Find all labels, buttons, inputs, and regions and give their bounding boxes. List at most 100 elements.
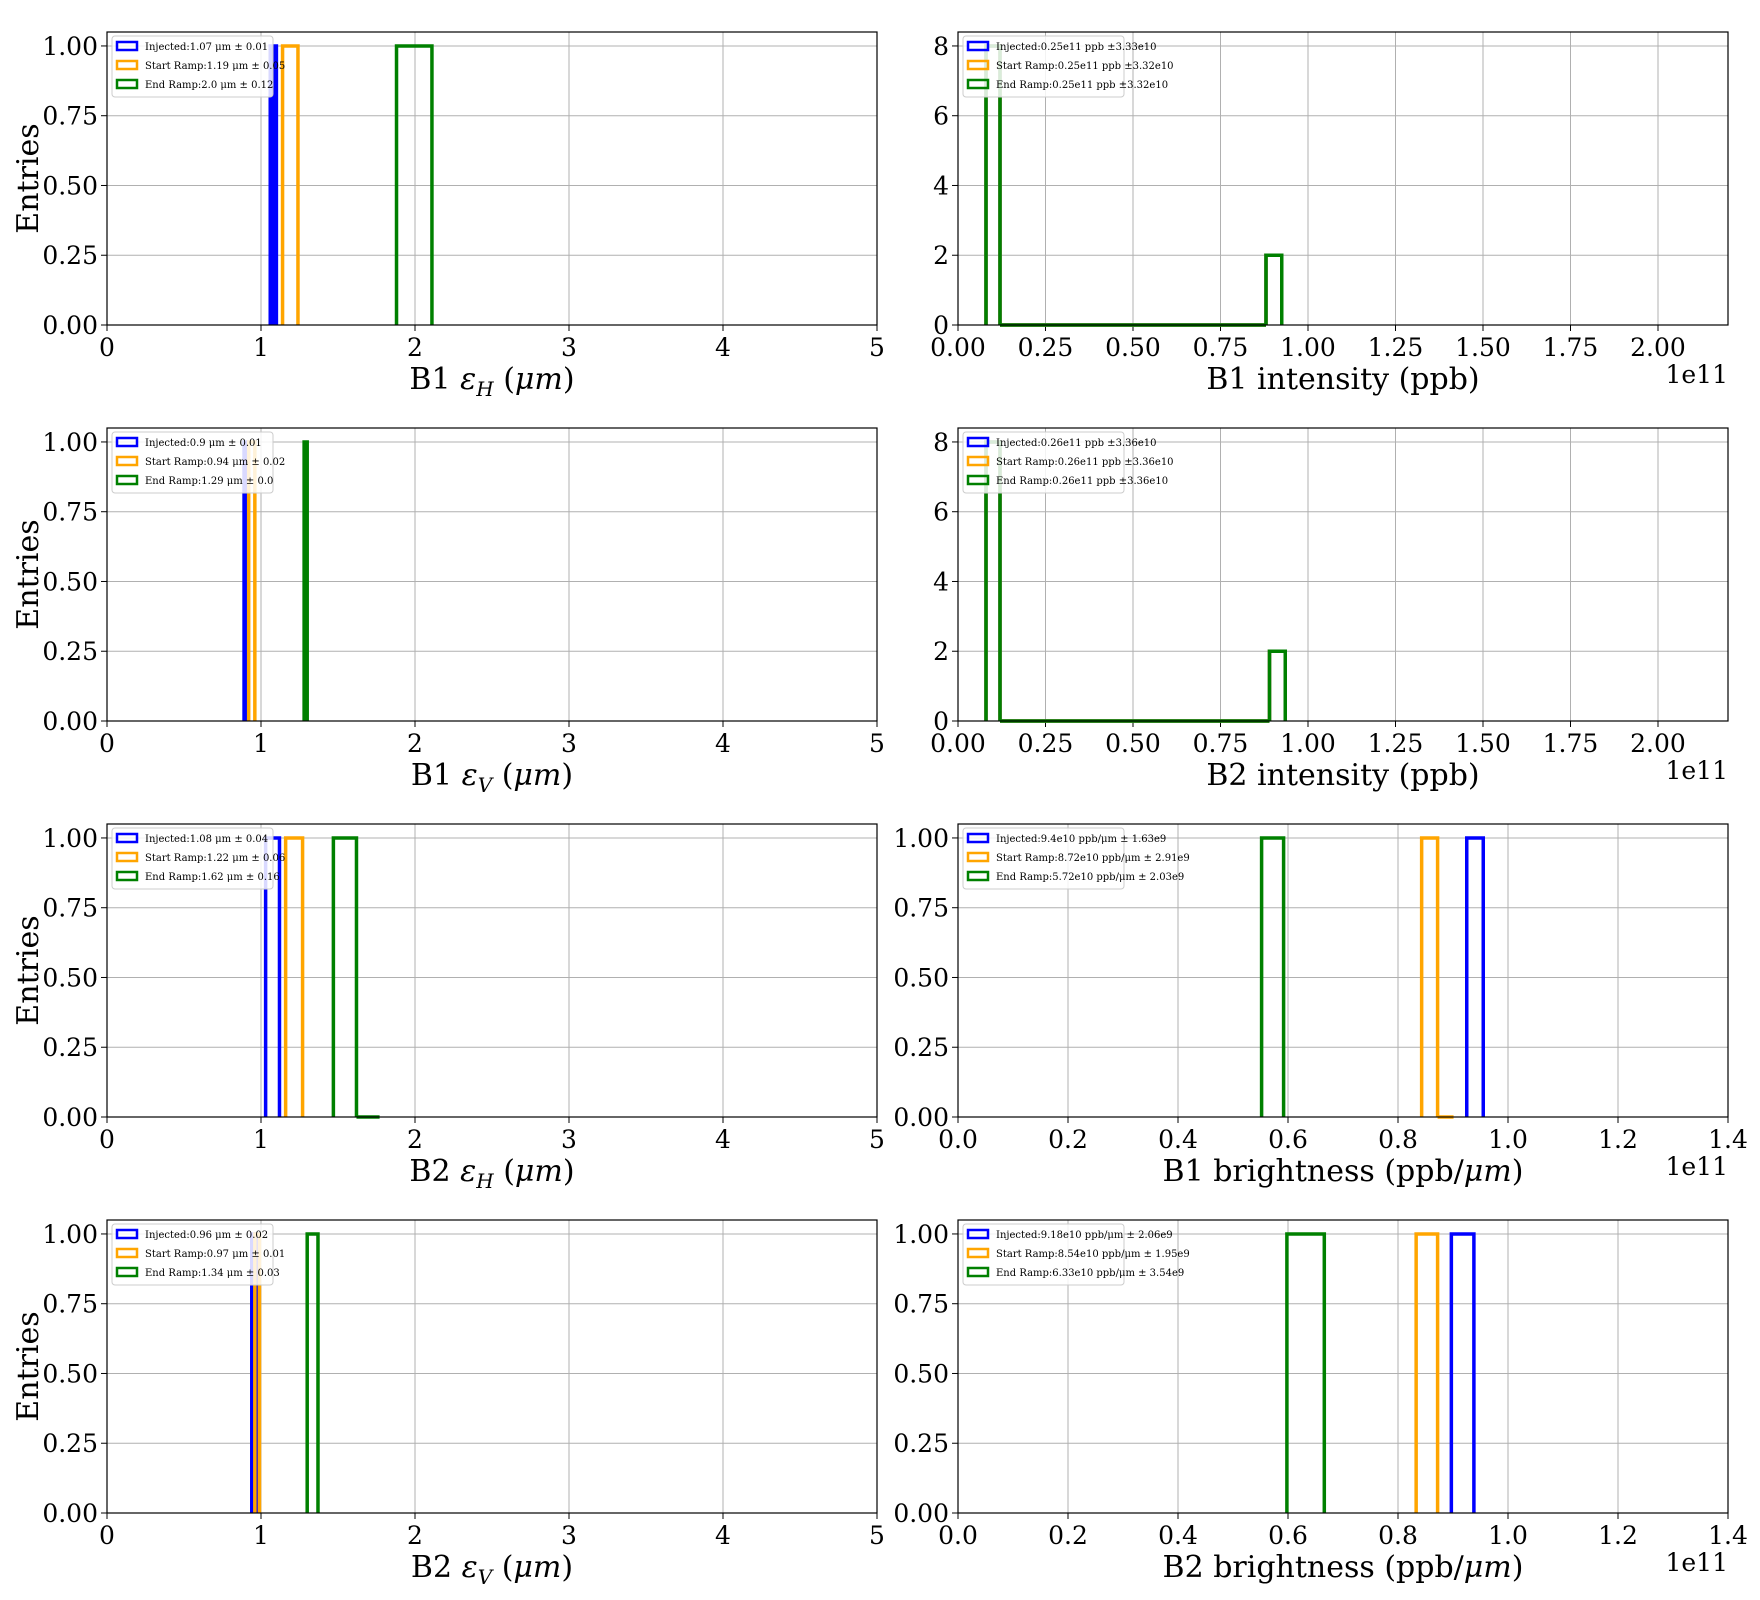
y-axis-label: Entries <box>11 123 46 233</box>
y-tick-label: 0.00 <box>893 1103 949 1132</box>
y-tick-label: 0.00 <box>42 1103 98 1132</box>
x-tick-label: 1.2 <box>1598 1521 1638 1550</box>
legend-swatch <box>115 851 139 863</box>
legend-entry: Injected:0.9 μm ± 0.01 <box>145 438 262 449</box>
y-axis-label: Entries <box>11 519 46 629</box>
x-tick-label: 0 <box>99 1521 115 1550</box>
x-tick-label: 5 <box>869 333 885 362</box>
x-tick-label: 0.00 <box>930 729 986 758</box>
histogram-step-end-ramp <box>302 440 309 721</box>
y-tick-label: 0.50 <box>893 1359 949 1388</box>
x-tick-label: 2.00 <box>1630 729 1686 758</box>
legend-entry: Injected:1.07 μm ± 0.01 <box>145 42 268 53</box>
legend-entry: Start Ramp:8.54e10 ppb/μm ± 1.95e9 <box>996 1249 1190 1260</box>
legend-swatch <box>966 832 990 844</box>
x-tick-label: 0 <box>99 1125 115 1154</box>
y-tick-label: 2 <box>933 241 949 270</box>
axis-offset-label: 1e11 <box>1665 360 1728 389</box>
y-tick-label: 0.50 <box>42 963 98 992</box>
axis-offset-label: 1e11 <box>1665 756 1728 785</box>
y-tick-label: 1.00 <box>42 1220 98 1249</box>
x-tick-label: 4 <box>715 1125 731 1154</box>
legend-entry: Start Ramp:0.26e11 ppb ±3.36e10 <box>996 457 1174 468</box>
x-tick-label: 0.8 <box>1378 1521 1418 1550</box>
legend-entry: Injected:0.96 μm ± 0.02 <box>145 1230 268 1241</box>
x-tick-label: 2 <box>407 1125 423 1154</box>
x-tick-label: 1.0 <box>1488 1521 1528 1550</box>
y-tick-label: 0.25 <box>42 637 98 666</box>
plot-frame <box>957 1219 1729 1514</box>
legend-entry: Start Ramp:8.72e10 ppb/μm ± 2.91e9 <box>996 853 1190 864</box>
x-tick-label: 1.25 <box>1368 333 1424 362</box>
x-tick-label: 0.2 <box>1048 1521 1088 1550</box>
x-tick-label: 0 <box>99 333 115 362</box>
x-tick-label: 3 <box>561 1125 577 1154</box>
y-tick-label: 0.25 <box>893 1429 949 1458</box>
legend-swatch <box>115 40 139 52</box>
histogram-step-end-ramp <box>1259 836 1286 1117</box>
y-tick-label: 0.75 <box>893 894 949 923</box>
legend-swatch <box>115 78 139 90</box>
legend-entry: End Ramp:0.25e11 ppb ±3.32e10 <box>996 80 1168 91</box>
y-tick-label: 1.00 <box>893 824 949 853</box>
legend-box <box>111 1223 274 1286</box>
y-tick-label: 1.00 <box>42 824 98 853</box>
legend-entry: Start Ramp:0.25e11 ppb ±3.32e10 <box>996 61 1174 72</box>
legend-entry: End Ramp:2.0 μm ± 0.12 <box>145 80 273 91</box>
x-tick-label: 0.50 <box>1105 729 1161 758</box>
x-tick-label: 0.6 <box>1268 1125 1308 1154</box>
legend-box <box>111 35 274 98</box>
x-tick-label: 0.2 <box>1048 1125 1088 1154</box>
y-tick-label: 1.00 <box>42 32 98 61</box>
legend-swatch <box>115 1228 139 1240</box>
legend: Injected:0.96 μm ± 0.02 Start Ramp:0.97 μ… <box>111 1223 285 1286</box>
legend-entry: Start Ramp:0.97 μm ± 0.01 <box>145 1249 285 1260</box>
legend-entry: Start Ramp:0.94 μm ± 0.02 <box>145 457 285 468</box>
x-tick-label: 0.6 <box>1268 1521 1308 1550</box>
x-tick-label: 1.75 <box>1543 333 1599 362</box>
y-tick-label: 0 <box>933 707 949 736</box>
y-tick-label: 0.25 <box>893 1033 949 1062</box>
legend-entry: End Ramp:0.26e11 ppb ±3.36e10 <box>996 476 1168 487</box>
legend-swatch <box>966 1228 990 1240</box>
y-tick-label: 1.00 <box>893 1220 949 1249</box>
histogram-step-injected <box>1449 1232 1476 1513</box>
x-tick-label: 2.00 <box>1630 333 1686 362</box>
plot-frame <box>957 823 1729 1118</box>
histogram-step-injected <box>1465 836 1485 1117</box>
x-axis-label: B2 εV (μm) <box>411 1550 573 1589</box>
histogram-panel-5: 0 1 2 3 4 5 0.00 0.25 0.50 0.75 1.00 Injected:1.08 … <box>11 823 885 1193</box>
histogram-panel-6: 0.0 0.2 0.4 0.6 0.8 1.0 1.2 1.4 0.00 0.25 0.50 0.75… <box>893 823 1748 1189</box>
legend-swatch <box>115 59 139 71</box>
y-axis-label: Entries <box>11 915 46 1025</box>
legend-swatch <box>966 474 990 486</box>
legend-entry: Injected:1.08 μm ± 0.04 <box>145 834 268 845</box>
legend-swatch <box>966 40 990 52</box>
y-tick-label: 2 <box>933 637 949 666</box>
plot-frame <box>957 31 1729 326</box>
x-tick-label: 0.4 <box>1158 1125 1198 1154</box>
x-tick-label: 1.0 <box>1488 1125 1528 1154</box>
y-axis-label: Entries <box>11 1311 46 1421</box>
y-tick-label: 6 <box>933 102 949 131</box>
x-axis-label: B1 εH (μm) <box>409 362 574 401</box>
legend-swatch <box>966 870 990 882</box>
x-tick-label: 5 <box>869 1521 885 1550</box>
legend-box <box>111 431 274 494</box>
x-tick-label: 0.50 <box>1105 333 1161 362</box>
histogram-panel-8: 0.0 0.2 0.4 0.6 0.8 1.0 1.2 1.4 0.00 0.25 0.50 0.75… <box>893 1219 1748 1585</box>
y-tick-label: 0.00 <box>42 1499 98 1528</box>
legend-swatch <box>115 436 139 448</box>
x-tick-label: 0.8 <box>1378 1125 1418 1154</box>
histogram-panel-4: 0.00 0.25 0.50 0.75 1.00 1.25 1.50 1.75 2.00 0 2 4 6… <box>930 427 1729 793</box>
legend-entry: End Ramp:5.72e10 ppb/μm ± 2.03e9 <box>996 872 1184 883</box>
legend-swatch <box>966 1266 990 1278</box>
legend-entry: Injected:9.4e10 ppb/μm ± 1.63e9 <box>996 834 1166 845</box>
legend: Injected:0.9 μm ± 0.01 Start Ramp:0.94 μm… <box>111 431 285 494</box>
y-tick-label: 0.25 <box>42 241 98 270</box>
legend: Injected:1.08 μm ± 0.04 Start Ramp:1.22 μ… <box>111 827 285 890</box>
histogram-panel-1: 0 1 2 3 4 5 0.00 0.25 0.50 0.75 1.00 Injected:1.07 … <box>11 31 885 401</box>
x-tick-label: 1.00 <box>1280 333 1336 362</box>
legend-entry: End Ramp:1.34 μm ± 0.03 <box>145 1268 280 1279</box>
y-tick-label: 0.25 <box>42 1429 98 1458</box>
